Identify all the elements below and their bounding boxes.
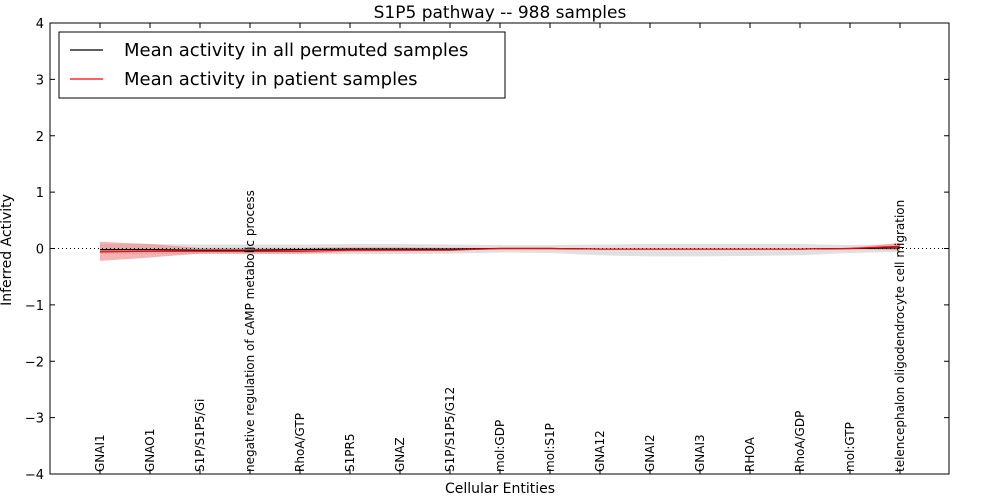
category-label: mol:S1P	[543, 423, 557, 472]
y-tick-label: −1	[25, 299, 44, 314]
category-label: GNAI3	[693, 434, 707, 472]
category-label: negative regulation of cAMP metabolic pr…	[243, 190, 257, 472]
category-label: GNAI1	[93, 434, 107, 472]
legend-entry-label: Mean activity in all permuted samples	[124, 40, 468, 61]
plot-area: 4 3 2 1 0 −1 −2 −3 −4 GNAI1 GNAO1 S1P/S1P5/Gi negati…	[25, 17, 950, 483]
category-label: mol:GTP	[843, 422, 857, 472]
legend: Mean activity in all permuted samples Mea…	[58, 31, 506, 99]
y-tick-label: 0	[36, 243, 44, 258]
y-tick-label: 2	[36, 130, 44, 145]
y-tick-label: −2	[25, 355, 44, 370]
category-label: RhoA/GTP	[293, 413, 307, 472]
category-label: GNAO1	[143, 429, 157, 472]
y-tick-label: 3	[36, 73, 44, 88]
y-axis-label: Inferred Activity	[0, 194, 15, 306]
series-line-2	[99, 245, 901, 253]
category-label: S1P/S1P5/G12	[443, 387, 457, 472]
legend-box	[58, 31, 506, 99]
legend-entry-label: Mean activity in patient samples	[124, 69, 418, 90]
y-tick-label: 4	[36, 17, 44, 32]
category-label: telencephalon oligodendrocyte cell migra…	[893, 200, 907, 472]
y-tick-label: −4	[25, 468, 44, 483]
category-label: GNA12	[593, 430, 607, 472]
x-axis-label: Cellular Entities	[445, 481, 555, 497]
y-tick-label: 1	[36, 186, 44, 201]
category-label: mol:GDP	[493, 420, 507, 472]
category-label: RHOA	[743, 436, 757, 472]
category-label: GNAI2	[643, 434, 657, 472]
y-tick-label: −3	[25, 412, 44, 427]
category-label: S1P/S1P5/Gi	[193, 399, 207, 472]
category-label: GNAZ	[393, 437, 407, 472]
chart-title: S1P5 pathway -- 988 samples	[374, 3, 627, 23]
category-label: S1PR5	[343, 434, 357, 472]
category-label: RhoA/GDP	[793, 411, 807, 472]
